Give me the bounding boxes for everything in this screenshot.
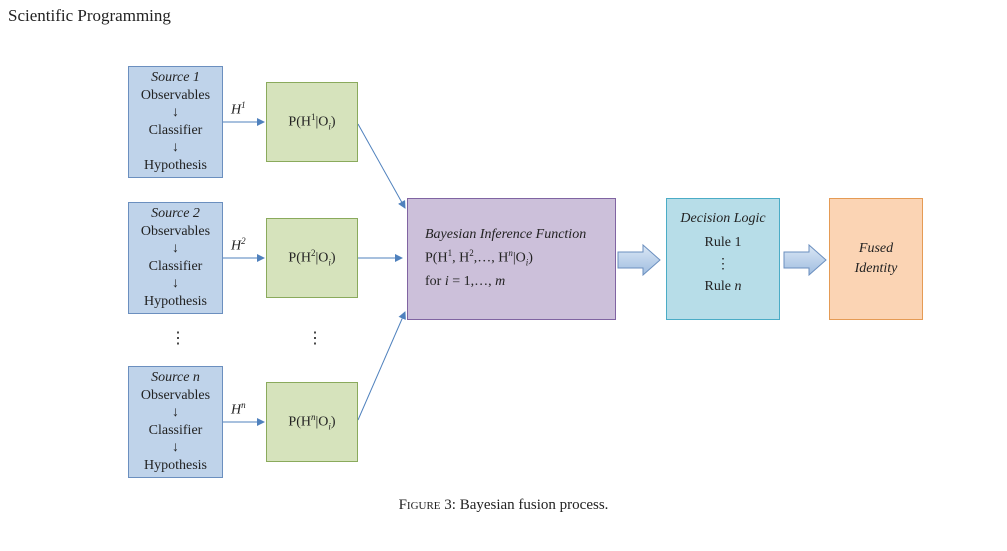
figure-label: Figure 3 [398, 497, 452, 513]
hypothesis-label-2: H2 [231, 236, 246, 254]
arrow-prob1-to-bayes [357, 123, 406, 209]
observables-label: Observables [140, 87, 211, 103]
journal-header: Scientific Programming [8, 6, 171, 25]
block-arrow-decision-to-fused [783, 243, 827, 277]
observables-label: Observables [140, 387, 211, 403]
probability-box-1: P(H1|Oi) [266, 82, 358, 162]
rule-1: Rule 1 [704, 235, 742, 250]
hypothesis-label: Hypothesis [144, 293, 207, 309]
hypothesis-label-1: H1 [231, 100, 246, 118]
fused-identity-box: Fused Identity [829, 198, 923, 320]
hypothesis-label-n: Hn [231, 400, 246, 418]
classifier-label: Classifier [148, 258, 203, 274]
caption-text: : Bayesian fusion process. [451, 497, 609, 513]
figure-caption: Figure 3: Bayesian fusion process. [0, 497, 1007, 514]
probability-formula: P(Hn|Oi) [288, 412, 336, 432]
down-arrow-icon: ↓ [172, 105, 179, 120]
observables-label: Observables [140, 223, 211, 239]
down-arrow-icon: ↓ [172, 405, 179, 420]
source-box-1: Source 1 Observables ↓ Classifier ↓ Hypo… [128, 66, 223, 178]
bayesian-title: Bayesian Inference Function [425, 227, 587, 242]
probability-formula: P(H2|Oi) [288, 248, 336, 268]
source-title: Source 1 [151, 70, 200, 85]
bayesian-formula: P(H1, H2,…, Hn|Oi) [425, 248, 533, 268]
fused-label: Fused [858, 241, 894, 256]
decision-logic-box: Decision Logic Rule 1 ⋮ Rule n [666, 198, 780, 320]
arrow-probn-to-bayes [357, 311, 406, 421]
classifier-label: Classifier [148, 122, 203, 138]
bayesian-range: for i = 1,…, m [425, 274, 506, 290]
down-arrow-icon: ↓ [172, 140, 179, 155]
vertical-ellipsis-sources: ⋮ [170, 330, 186, 347]
probability-box-n: P(Hn|Oi) [266, 382, 358, 462]
classifier-label: Classifier [148, 422, 203, 438]
bayesian-inference-box: Bayesian Inference Function P(H1, H2,…, … [407, 198, 616, 320]
probability-box-2: P(H2|Oi) [266, 218, 358, 298]
down-arrow-icon: ↓ [172, 241, 179, 256]
rule-n: Rule n [704, 279, 742, 294]
hypothesis-label: Hypothesis [144, 157, 207, 173]
source-box-2: Source 2 Observables ↓ Classifier ↓ Hypo… [128, 202, 223, 314]
vertical-ellipsis-rules: ⋮ [716, 257, 730, 272]
identity-label: Identity [854, 261, 898, 276]
source-box-n: Source n Observables ↓ Classifier ↓ Hypo… [128, 366, 223, 478]
hypothesis-label: Hypothesis [144, 457, 207, 473]
vertical-ellipsis-probabilities: ⋮ [307, 330, 323, 347]
block-arrow-bayes-to-decision [617, 243, 661, 277]
decision-title: Decision Logic [680, 211, 766, 226]
down-arrow-icon: ↓ [172, 440, 179, 455]
down-arrow-icon: ↓ [172, 276, 179, 291]
probability-formula: P(H1|Oi) [288, 112, 336, 132]
source-title: Source 2 [151, 206, 200, 221]
source-title: Source n [151, 370, 200, 385]
